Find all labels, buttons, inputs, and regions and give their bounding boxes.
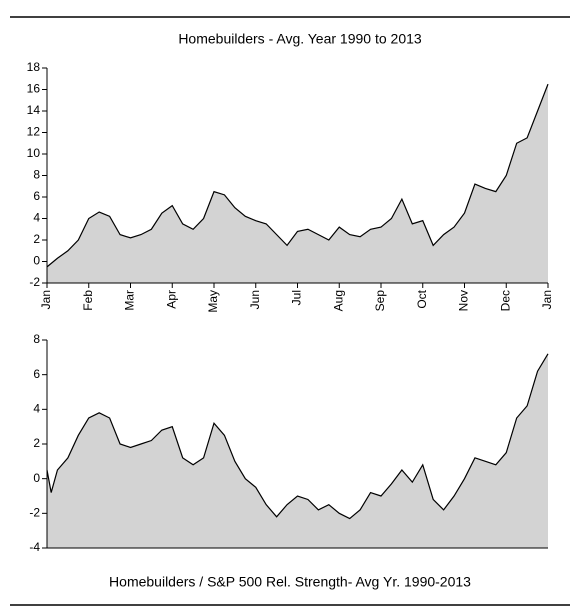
- x-tick-label: May: [206, 290, 220, 313]
- y-tick-label: 4: [33, 402, 40, 416]
- y-tick-label: 18: [27, 60, 41, 74]
- x-tick-label: Jan: [540, 290, 554, 309]
- y-tick-label: 6: [33, 367, 40, 381]
- x-tick-label: Oct: [415, 289, 429, 308]
- x-tick-label: Mar: [123, 290, 137, 311]
- area-line: [46, 353, 549, 520]
- y-tick-label: -2: [29, 275, 40, 289]
- x-tick-label: Feb: [81, 290, 95, 311]
- y-tick-label: 10: [27, 146, 41, 160]
- chart-title: Homebuilders / S&P 500 Rel. Strength- Av…: [109, 574, 471, 590]
- y-tick-label: 8: [33, 332, 40, 346]
- area-line: [46, 83, 549, 268]
- x-tick-label: Jun: [248, 290, 262, 309]
- x-tick-label: Aug: [331, 290, 345, 311]
- chart-title: Homebuilders - Avg. Year 1990 to 2013: [178, 31, 422, 47]
- x-tick-label: Jan: [39, 290, 53, 309]
- y-tick-label: 16: [27, 82, 41, 96]
- area-fill: [47, 84, 548, 283]
- y-tick-label: 0: [33, 471, 40, 485]
- y-tick-label: 2: [33, 436, 40, 450]
- x-tick-label: Jul: [290, 290, 304, 305]
- y-tick-label: 14: [27, 103, 41, 117]
- y-tick-label: 8: [33, 168, 40, 182]
- y-tick-label: 2: [33, 232, 40, 246]
- x-tick-label: Sep: [373, 290, 387, 312]
- y-tick-label: 0: [33, 254, 40, 268]
- x-tick-label: Apr: [164, 290, 178, 309]
- y-tick-label: -2: [29, 506, 40, 520]
- y-tick-label: 4: [33, 211, 40, 225]
- x-tick-label: Nov: [457, 290, 471, 311]
- y-tick-label: 6: [33, 189, 40, 203]
- area-fill: [47, 353, 548, 548]
- y-tick-label: 12: [27, 125, 41, 139]
- y-tick-label: -4: [29, 540, 40, 554]
- x-tick-label: Dec: [498, 290, 512, 311]
